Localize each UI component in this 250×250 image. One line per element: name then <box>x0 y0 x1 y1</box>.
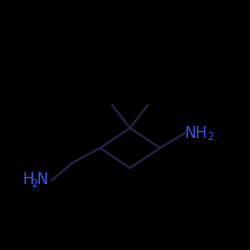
Text: N: N <box>36 172 48 188</box>
Text: 2: 2 <box>31 179 37 189</box>
Text: H: H <box>22 172 34 188</box>
Text: 2: 2 <box>207 132 213 142</box>
Text: NH: NH <box>185 126 208 140</box>
